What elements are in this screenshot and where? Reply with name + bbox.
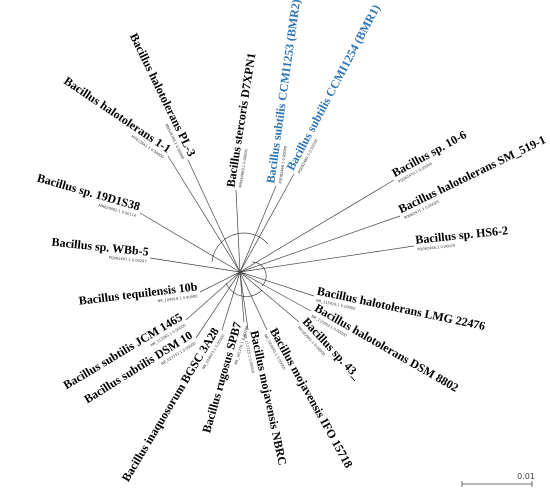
taxon-label: Bacillus sp. WBb-5: [51, 235, 149, 259]
accession-label: PQ082466.1 0.00079: [417, 244, 456, 252]
branch: [239, 185, 277, 273]
branch: [239, 271, 300, 323]
branch: [235, 189, 241, 273]
branch: [187, 159, 241, 273]
branch: [239, 173, 295, 273]
branch: [239, 179, 395, 273]
scale-bar-label: 0.01: [517, 472, 535, 481]
branch: [239, 271, 315, 297]
branch: [199, 271, 241, 293]
accession-label: MN044889.1 0.00000: [238, 148, 248, 188]
accession-label: NR_104919.1 0.00000: [157, 294, 198, 303]
branch: [167, 155, 241, 273]
branch: [239, 271, 249, 331]
taxon-label: Bacillus sp. 19D1S38: [36, 171, 142, 214]
branch: [239, 271, 312, 312]
accession-label: PQ082467.1 0.00297: [108, 256, 146, 264]
branch: [221, 271, 241, 331]
taxon-label: Bacillus sp. HS6-2: [415, 223, 509, 247]
branch: [149, 257, 241, 273]
branch: [185, 271, 241, 321]
taxon-label: Bacillus sp. 10-6: [389, 127, 468, 179]
accession-label: PQ082468.1 0.00000: [278, 145, 287, 184]
taxon-label: Bacillus tequilensis 10b: [78, 279, 199, 307]
branch: [239, 215, 401, 273]
branch: [139, 212, 241, 273]
clade-arc: [211, 232, 269, 263]
branch: [239, 271, 268, 331]
branch: [239, 271, 245, 323]
branch: [239, 245, 415, 273]
branch: [195, 271, 241, 339]
taxon-label: Bacillus halotolerans SM_519-1: [396, 132, 548, 216]
